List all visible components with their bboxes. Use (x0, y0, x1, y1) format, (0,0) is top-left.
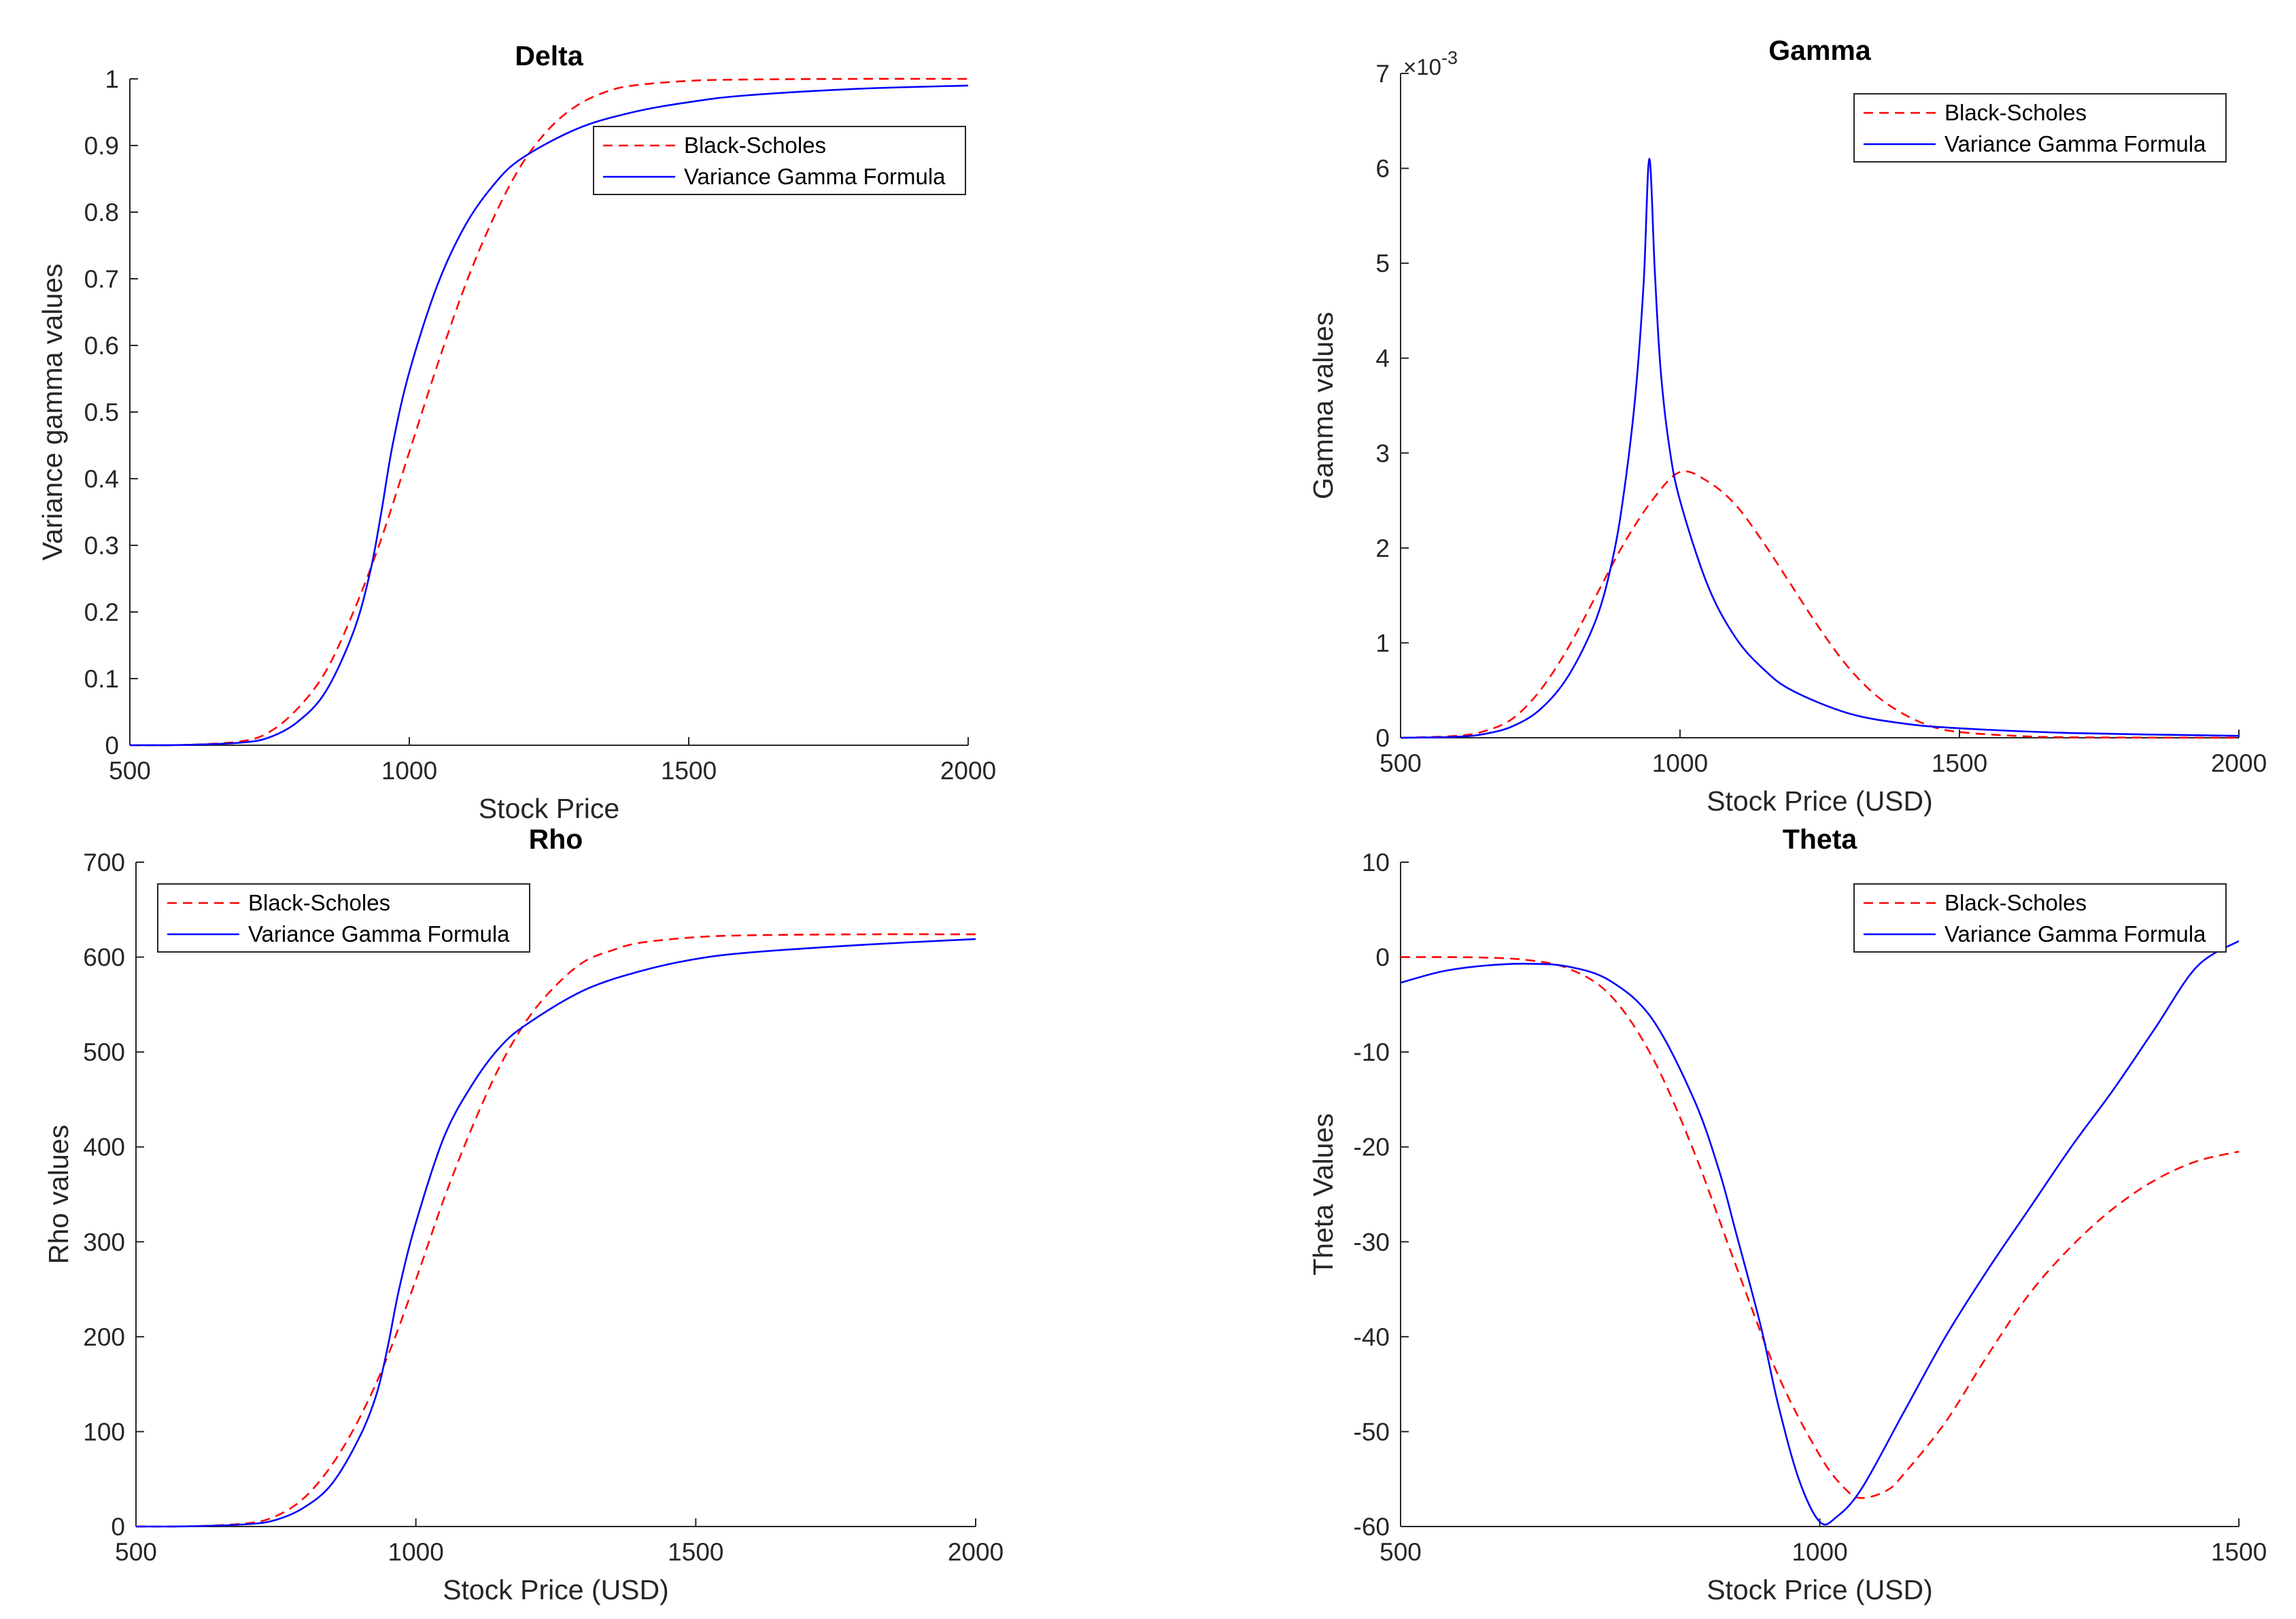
rho-x-label: Stock Price (USD) (443, 1574, 669, 1605)
theta-legend-label: Variance Gamma Formula (1944, 921, 2206, 947)
delta-y-tick-label: 0.3 (84, 532, 119, 560)
delta-y-tick-label: 0.2 (84, 598, 119, 626)
delta-y-label: Variance gamma values (37, 264, 68, 561)
rho-y-tick-label: 600 (83, 944, 125, 972)
gamma-y-tick-label: 0 (1375, 724, 1390, 752)
gamma-y-tick-label: 2 (1375, 534, 1390, 562)
delta-y-tick-label: 1 (105, 65, 119, 93)
theta-x-tick-label: 500 (1380, 1538, 1422, 1566)
rho-y-tick-label: 700 (83, 849, 125, 876)
theta-y-tick-label: -20 (1354, 1134, 1390, 1161)
gamma-y-multiplier: ×10-3 (1403, 48, 1458, 80)
gamma-y-multiplier-exp: -3 (1441, 48, 1458, 68)
gamma-legend: Black-Scholes Variance Gamma Formula (1853, 93, 2227, 163)
theta-series-black-scholes-line (1401, 956, 2239, 1499)
rho-y-tick-label: 200 (83, 1323, 125, 1351)
theta-x-tick-label: 1500 (2211, 1538, 2267, 1566)
gamma-series-variance-gamma-line (1401, 158, 2239, 739)
delta-legend-box (593, 126, 966, 195)
rho-legend: Black-Scholes Variance Gamma Formula (157, 883, 530, 953)
theta-legend-label: Black-Scholes (1944, 890, 2087, 915)
theta-series-variance-gamma-line (1401, 940, 2239, 1526)
rho-y-tick-label: 400 (83, 1134, 125, 1161)
theta-y-tick-label: -50 (1354, 1418, 1390, 1446)
rho-y-tick-label: 0 (111, 1513, 125, 1541)
gamma-y-tick-label: 7 (1375, 60, 1390, 88)
delta-series-black-scholes-line (130, 78, 968, 747)
gamma-y-tick-label: 4 (1375, 345, 1390, 373)
delta-series-variance-gamma-line (130, 84, 968, 747)
rho-x-tick-label: 1500 (668, 1538, 723, 1566)
rho-series-variance-gamma-line (136, 938, 976, 1528)
chart-gamma: 500 1000 1500 2000 0 1 2 3 4 5 6 7 ×10-3 Gamma Stock P… (1307, 35, 2267, 817)
delta-x-tick-label: 1000 (381, 757, 437, 785)
gamma-legend-label: Variance Gamma Formula (1944, 131, 2206, 156)
delta-x-tick-label: 1500 (661, 757, 717, 785)
delta-y-tick-label: 0 (105, 732, 119, 760)
delta-legend: Black-Scholes Variance Gamma Formula (593, 126, 966, 195)
delta-y-tick-label: 0.5 (84, 398, 119, 426)
rho-legend-box (157, 883, 530, 953)
theta-y-tick-label: -40 (1354, 1323, 1390, 1351)
delta-x-tick-label: 500 (109, 757, 151, 785)
rho-y-tick-label: 100 (83, 1418, 125, 1446)
delta-y-tick-label: 0.8 (84, 199, 119, 226)
theta-x-label: Stock Price (USD) (1707, 1574, 1933, 1605)
delta-x-label: Stock Price (479, 793, 619, 824)
chart-theta: 500 1000 1500 -60 -50 -40 -30 -20 -10 0 10 Theta Sto… (1307, 823, 2267, 1605)
rho-x-tick-label: 2000 (948, 1538, 1004, 1566)
gamma-legend-box (1853, 93, 2227, 163)
theta-y-label: Theta Values (1307, 1113, 1339, 1276)
theta-title: Theta (1783, 823, 1858, 855)
gamma-y-tick-label: 3 (1375, 439, 1390, 467)
delta-y-tick-label: 0.9 (84, 132, 119, 160)
gamma-title: Gamma (1768, 35, 1872, 66)
gamma-x-tick-label: 1000 (1652, 749, 1708, 777)
theta-y-tick-label: -30 (1354, 1228, 1390, 1256)
theta-legend: Black-Scholes Variance Gamma Formula (1853, 883, 2227, 953)
gamma-x-label: Stock Price (USD) (1707, 785, 1933, 817)
delta-x-tick-label: 2000 (940, 757, 996, 785)
gamma-y-tick-label: 6 (1375, 155, 1390, 183)
gamma-y-tick-label: 1 (1375, 629, 1390, 657)
delta-y-tick-label: 0.7 (84, 265, 119, 293)
delta-legend-label: Black-Scholes (684, 133, 826, 158)
gamma-x-tick-label: 500 (1380, 749, 1422, 777)
rho-x-tick-label: 1000 (388, 1538, 444, 1566)
delta-title: Delta (515, 40, 583, 71)
rho-legend-label: Black-Scholes (248, 890, 390, 915)
chart-rho: 500 1000 1500 2000 0 100 200 300 400 500 600 700 Rho… (43, 823, 1004, 1605)
rho-x-tick-label: 500 (115, 1538, 157, 1566)
rho-series-black-scholes-line (136, 933, 976, 1528)
gamma-y-multiplier-base: ×10 (1403, 54, 1441, 80)
gamma-y-label: Gamma values (1307, 312, 1339, 500)
rho-title: Rho (529, 823, 583, 855)
rho-y-tick-label: 500 (83, 1038, 125, 1066)
chart-delta: 500 1000 1500 2000 0 0.1 0.2 0.3 0.4 0.5 0.6 0.7 0.8… (37, 40, 996, 824)
theta-y-tick-label: -60 (1354, 1513, 1390, 1541)
gamma-x-tick-label: 1500 (1932, 749, 1987, 777)
rho-y-label: Rho values (43, 1125, 74, 1264)
theta-x-tick-label: 1000 (1792, 1538, 1847, 1566)
delta-y-tick-label: 0.6 (84, 332, 119, 360)
delta-legend-label: Variance Gamma Formula (684, 164, 946, 189)
gamma-x-tick-label: 2000 (2211, 749, 2267, 777)
theta-y-tick-label: -10 (1354, 1038, 1390, 1066)
gamma-series-black-scholes-line (1401, 470, 2239, 739)
theta-y-tick-label: 10 (1362, 849, 1390, 876)
theta-legend-box (1853, 883, 2227, 953)
rho-legend-label: Variance Gamma Formula (248, 921, 510, 947)
gamma-y-tick-label: 5 (1375, 250, 1390, 277)
gamma-legend-label: Black-Scholes (1944, 100, 2087, 125)
delta-y-tick-label: 0.1 (84, 665, 119, 693)
delta-y-tick-label: 0.4 (84, 465, 119, 493)
theta-y-tick-label: 0 (1375, 944, 1390, 972)
rho-y-tick-label: 300 (83, 1228, 125, 1256)
